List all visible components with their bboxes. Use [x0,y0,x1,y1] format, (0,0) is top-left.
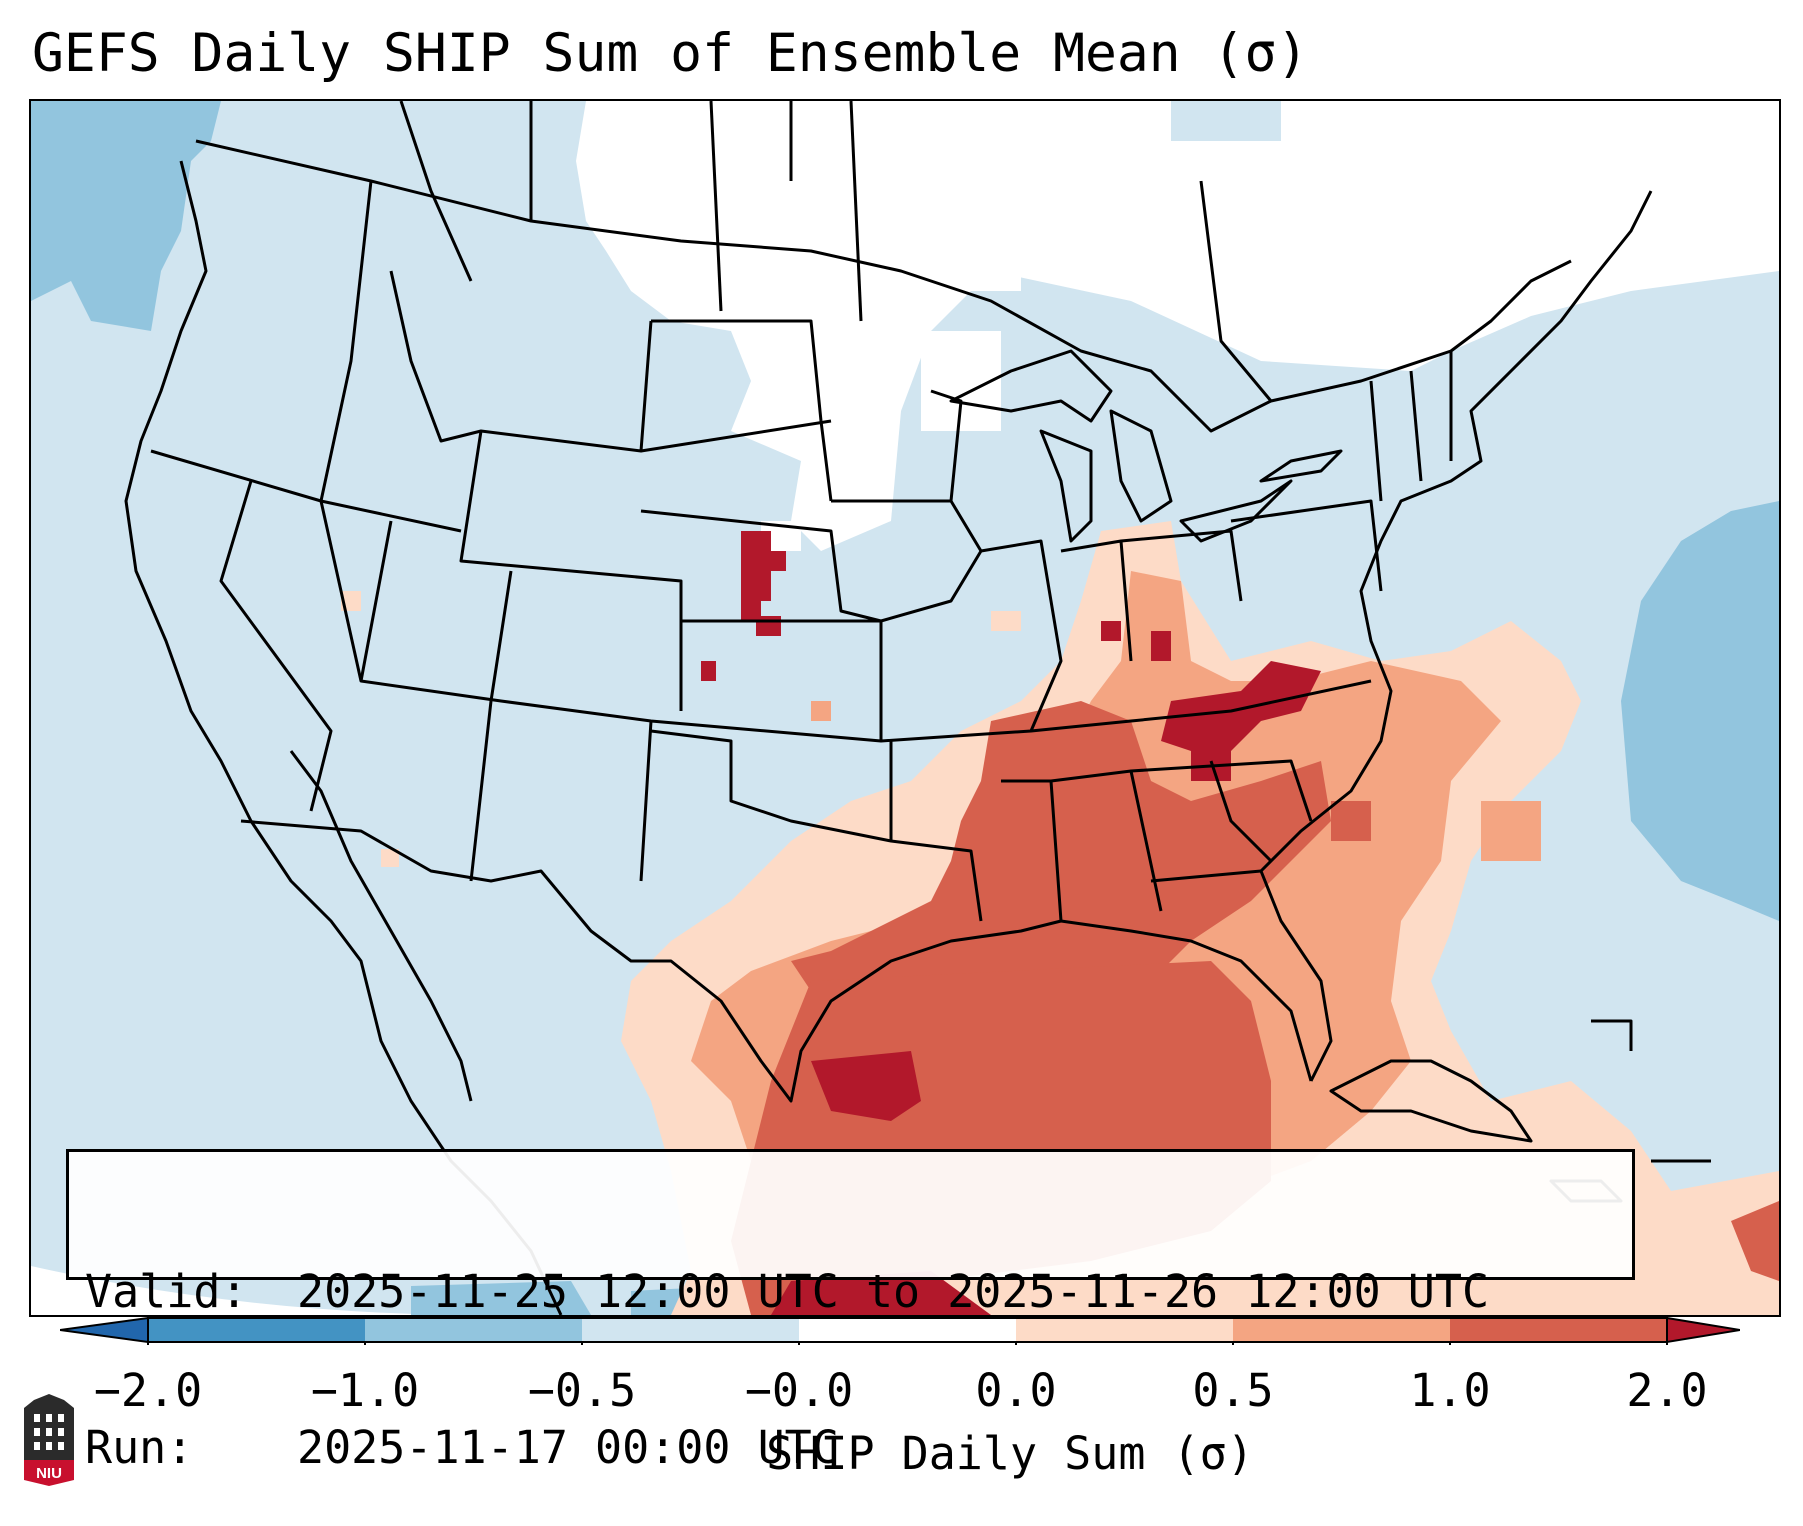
valid-label: Valid: [85,1265,248,1318]
valid-run-box: Valid: 2025-11-25 12:00 UTC to 2025-11-26… [66,1149,1635,1474]
run-label: Run: [85,1421,194,1474]
colorbar-band-7 [1450,1318,1667,1342]
colorbar-tick-label: 0.5 [1192,1364,1274,1417]
colorbar-band-5 [1016,1318,1233,1342]
colorbar-label: SHIP Daily Sum (σ) [766,1427,1254,1480]
colorbar-outline [147,1317,1668,1343]
niu-logo: NIU [20,1394,78,1486]
colorbar-tick-label: −2.0 [93,1364,203,1417]
projection-edge [31,1266,451,1315]
colorbar-band-3 [582,1318,799,1342]
valid-row: Valid: 2025-11-25 12:00 UTC to 2025-11-26… [85,1266,1632,1318]
colorbar-tick-label: −0.5 [527,1364,637,1417]
boundaries [124,101,1711,1315]
colorbar-tick-label: 2.0 [1626,1364,1708,1417]
field-positive-extreme [701,531,1321,1315]
map-title: GEFS Daily SHIP Sum of Ensemble Mean (σ) [32,23,1309,84]
colorbar [60,1316,1740,1345]
niu-tower-icon [24,1394,74,1486]
colorbar-extend-low [60,1316,149,1344]
map-canvas [31,101,1779,1315]
colorbar-tick-marks [147,1342,1668,1345]
colorbar-band-1 [148,1318,365,1342]
colorbar-tick-label: 0.0 [975,1364,1057,1417]
colorbar-band-2 [365,1318,582,1342]
colorbar-extend-high [1666,1316,1740,1344]
colorbar-tick-label: −1.0 [310,1364,420,1417]
colorbar-tick-label: −0.0 [744,1364,854,1417]
niu-logo-text: NIU [36,1465,62,1482]
colorbar-tick-label: 1.0 [1409,1364,1491,1417]
run-row: Run: 2025-11-17 00:00 UTC [85,1422,1632,1474]
colorbar-band-4 [799,1318,1016,1342]
colorbar-band-6 [1233,1318,1450,1342]
valid-value: 2025-11-25 12:00 UTC to 2025-11-26 12:00… [297,1265,1490,1318]
map-panel [29,99,1781,1317]
run-value: 2025-11-17 00:00 UTC [297,1421,839,1474]
